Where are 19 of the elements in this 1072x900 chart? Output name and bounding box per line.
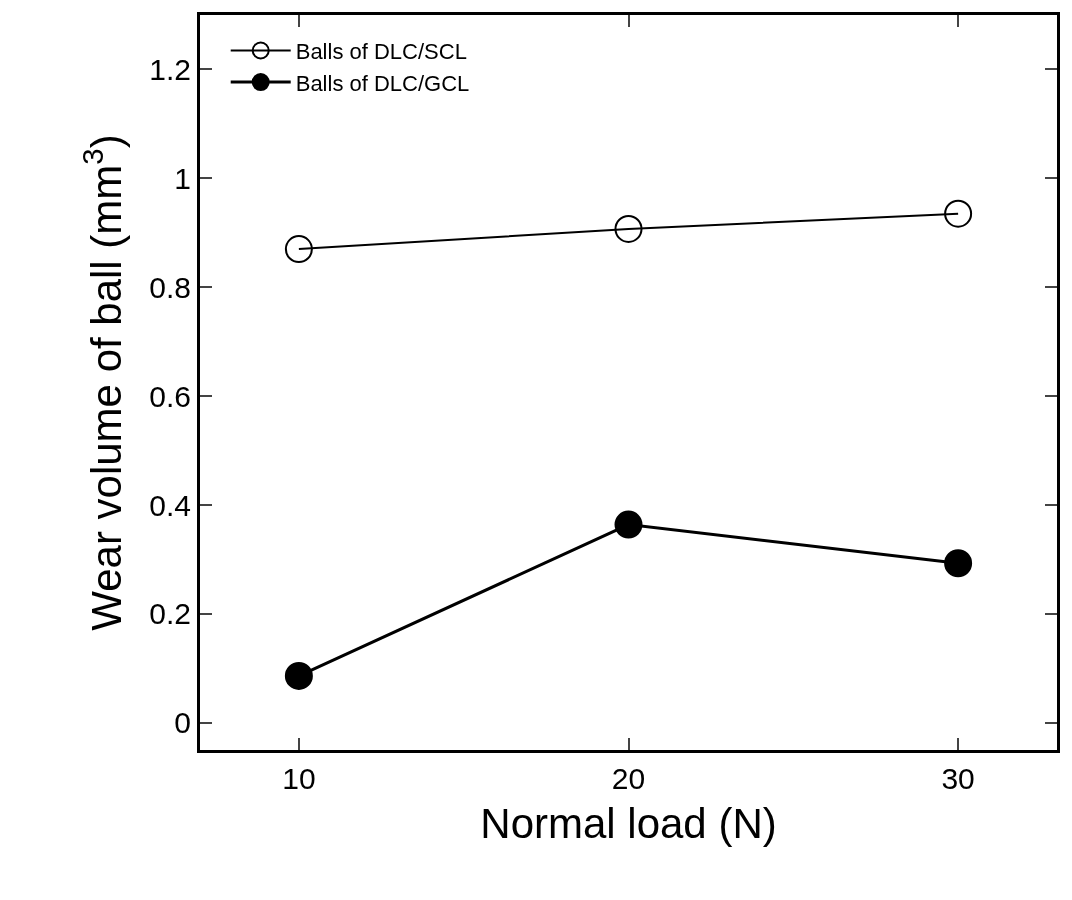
y-tick-label: 0.6 <box>149 379 191 413</box>
point <box>614 214 643 243</box>
y-tick-label: 0.4 <box>149 488 191 522</box>
y-tick-label: 0.8 <box>149 270 191 304</box>
x-tick-label: 30 <box>941 762 975 795</box>
point <box>284 235 313 264</box>
point <box>944 549 973 578</box>
point <box>614 510 643 539</box>
x-tick-label: 20 <box>611 762 646 795</box>
y-tick-label: 1.2 <box>149 52 191 86</box>
legend-label: Balls of DLC/GCL <box>295 70 470 96</box>
y-tick-label: 0.2 <box>149 597 191 631</box>
y-tick-label: 0 <box>174 706 191 740</box>
y-tick-label: 1 <box>174 161 191 195</box>
legend-label: Balls of DLC/SCL <box>295 39 467 65</box>
x-tick-label: 10 <box>282 762 316 795</box>
x-axis-title: Normal load (N) <box>480 799 777 847</box>
point <box>944 199 973 228</box>
point <box>284 661 313 690</box>
